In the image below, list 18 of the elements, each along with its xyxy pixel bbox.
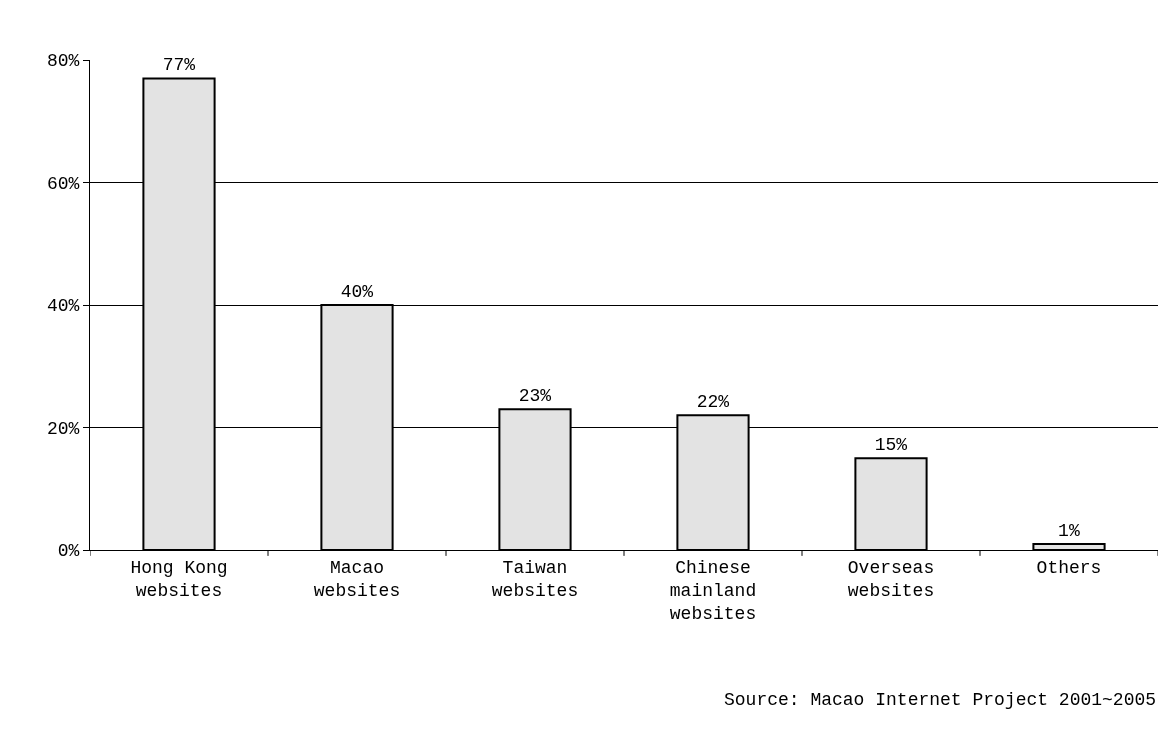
- data-label: 40%: [340, 282, 374, 302]
- x-tick-label: Macao websites: [313, 557, 401, 601]
- y-tick-label: 40%: [46, 296, 80, 317]
- x-tick-label: Taiwan websites: [491, 557, 579, 601]
- data-label: 1%: [1058, 520, 1080, 541]
- data-label: 23%: [518, 386, 552, 407]
- x-tick-label: Hong Kong websites: [130, 557, 228, 601]
- data-label: 15%: [874, 435, 908, 456]
- data-label: 22%: [696, 392, 730, 413]
- data-label: 77%: [162, 55, 196, 76]
- y-tick-label: 0%: [57, 541, 80, 562]
- y-tick-label: 60%: [46, 173, 80, 194]
- y-tick-label: 80%: [46, 51, 80, 72]
- x-tick-label: Others: [1036, 557, 1102, 578]
- source-note: Source: Macao Internet Project 2001~2005: [724, 690, 1157, 710]
- x-tick-label: Overseas websites: [847, 557, 935, 601]
- y-tick-label: 20%: [46, 418, 80, 439]
- x-tick-label: Chinese mainland websites: [669, 557, 757, 625]
